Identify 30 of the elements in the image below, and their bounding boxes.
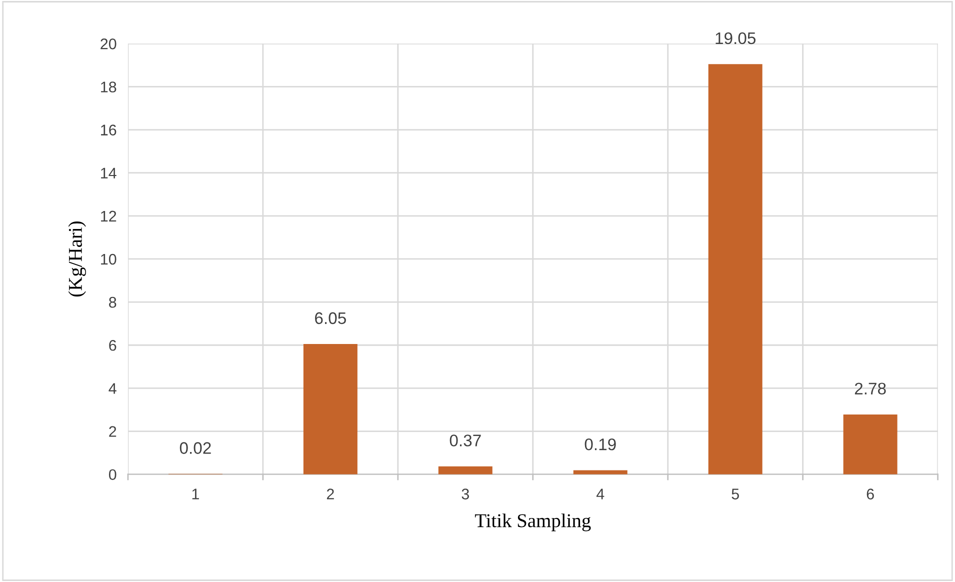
y-tick-label: 20 [100,38,116,50]
x-tick-label: 5 [732,488,739,500]
x-tick-label: 1 [192,488,199,500]
x-tick-label: 2 [326,488,334,500]
data-label: 19.05 [716,32,756,44]
y-tick-label: 6 [109,340,116,351]
x-tick-label: 6 [866,488,874,500]
y-tick-label: 0 [108,469,116,480]
y-tick-label: 16 [101,124,116,136]
bar [708,64,762,474]
data-label: 6.05 [315,312,346,324]
bar [843,414,898,474]
y-tick-label: 2 [109,426,116,437]
y-tick-label: 4 [108,383,116,394]
bar [573,470,628,474]
y-tick-label: 12 [101,210,116,222]
y-axis-title: (Kg/Hari) [68,222,86,296]
bar [438,466,492,474]
data-label: 0.19 [584,438,616,450]
data-label: 2.78 [854,382,886,395]
data-label: 0.37 [450,434,481,446]
x-tick-label: 4 [596,488,604,500]
y-tick-label: 18 [101,82,116,92]
y-tick-label: 10 [101,254,116,265]
data-label: 0.02 [180,442,211,454]
bar [303,344,358,474]
x-tick-label: 3 [462,488,469,500]
y-tick-label: 8 [109,296,116,308]
y-tick-label: 14 [101,168,116,178]
x-axis-title: Titik Sampling [474,514,591,532]
